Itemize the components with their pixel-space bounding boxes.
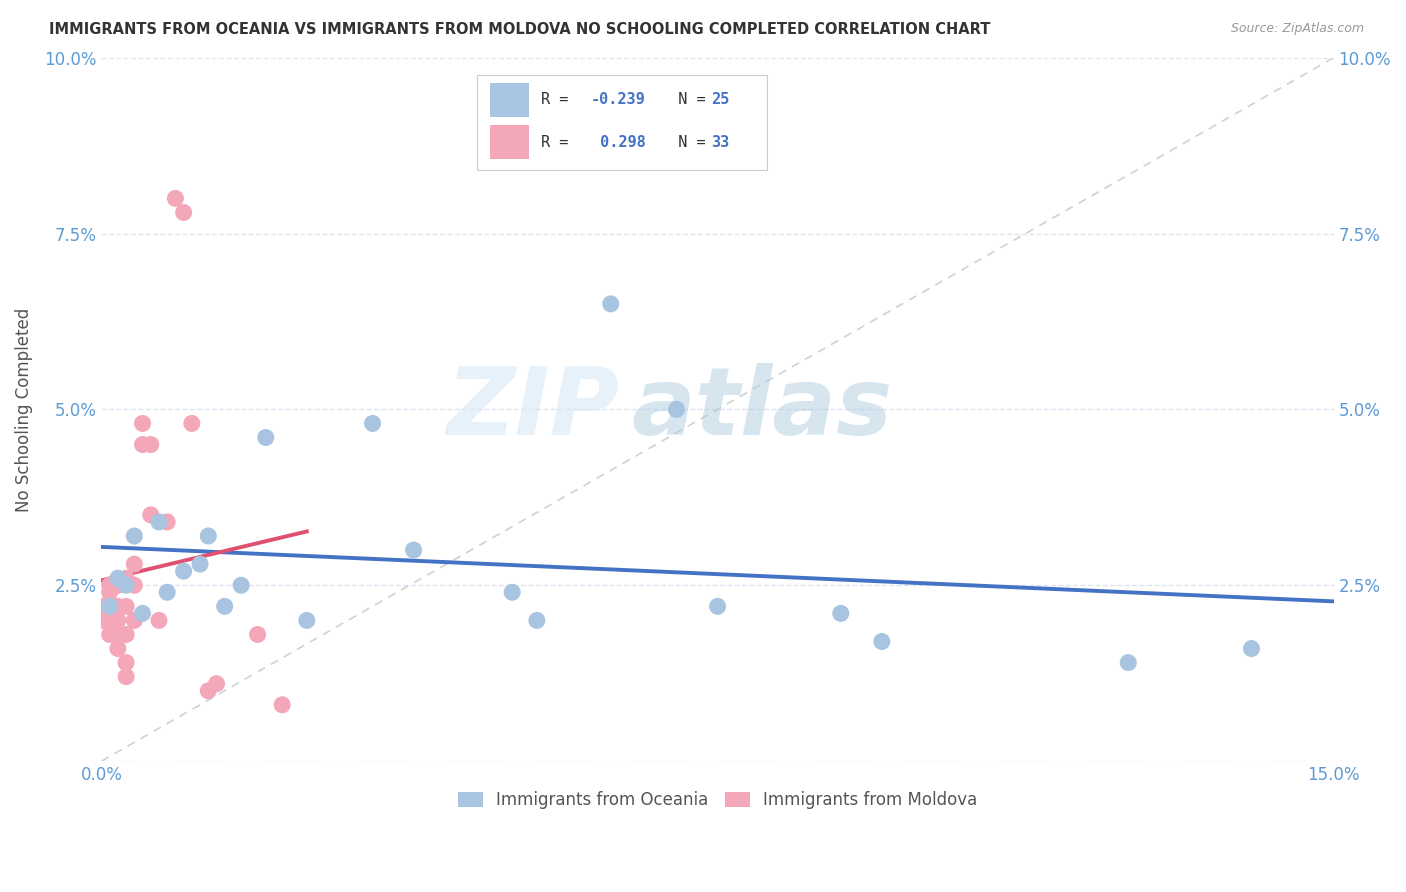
Point: [188, 557, 211, 571]
Point: [246, 627, 269, 641]
Point: [173, 205, 195, 219]
Point: [197, 529, 219, 543]
Point: [148, 515, 170, 529]
Text: 0.298: 0.298: [591, 135, 645, 150]
Point: [124, 529, 146, 543]
Text: R =: R =: [541, 135, 586, 150]
Point: [115, 599, 138, 614]
Point: [131, 417, 153, 431]
Point: [205, 676, 228, 690]
Point: [1116, 656, 1139, 670]
Point: [90, 614, 112, 628]
Point: [870, 634, 893, 648]
Point: [98, 599, 121, 614]
Point: [229, 578, 252, 592]
Text: R =: R =: [541, 93, 578, 107]
Point: [98, 599, 121, 614]
Point: [115, 670, 138, 684]
Point: [107, 571, 129, 585]
Point: [706, 599, 728, 614]
Point: [156, 515, 179, 529]
FancyBboxPatch shape: [477, 75, 766, 170]
Point: [271, 698, 294, 712]
Text: IMMIGRANTS FROM OCEANIA VS IMMIGRANTS FROM MOLDOVA NO SCHOOLING COMPLETED CORREL: IMMIGRANTS FROM OCEANIA VS IMMIGRANTS FR…: [49, 22, 991, 37]
Point: [165, 191, 187, 205]
Text: N =: N =: [659, 135, 714, 150]
Point: [665, 402, 688, 417]
Text: ZIP: ZIP: [446, 363, 619, 456]
Point: [124, 578, 146, 592]
FancyBboxPatch shape: [489, 125, 529, 159]
Point: [156, 585, 179, 599]
Point: [214, 599, 236, 614]
Point: [98, 578, 121, 592]
Point: [254, 430, 277, 444]
Point: [361, 417, 384, 431]
Text: N =: N =: [659, 93, 714, 107]
Point: [124, 614, 146, 628]
Point: [197, 683, 219, 698]
Text: -0.239: -0.239: [591, 93, 645, 107]
Point: [107, 641, 129, 656]
Point: [115, 571, 138, 585]
Point: [107, 614, 129, 628]
Point: [148, 614, 170, 628]
Point: [180, 417, 202, 431]
Point: [98, 585, 121, 599]
Point: [107, 627, 129, 641]
Point: [115, 656, 138, 670]
Y-axis label: No Schooling Completed: No Schooling Completed: [15, 307, 32, 511]
Point: [107, 599, 129, 614]
Point: [98, 627, 121, 641]
Text: 33: 33: [711, 135, 730, 150]
Legend: Immigrants from Oceania, Immigrants from Moldova: Immigrants from Oceania, Immigrants from…: [451, 785, 984, 816]
Point: [124, 557, 146, 571]
Point: [107, 578, 129, 592]
Point: [526, 614, 548, 628]
Point: [830, 607, 852, 621]
Point: [1240, 641, 1263, 656]
Point: [139, 508, 162, 522]
Point: [139, 437, 162, 451]
Point: [501, 585, 523, 599]
Text: Source: ZipAtlas.com: Source: ZipAtlas.com: [1230, 22, 1364, 36]
Text: atlas: atlas: [631, 363, 893, 456]
FancyBboxPatch shape: [489, 83, 529, 117]
Point: [599, 297, 621, 311]
Point: [115, 578, 138, 592]
Point: [98, 614, 121, 628]
Point: [115, 627, 138, 641]
Point: [173, 564, 195, 578]
Point: [131, 437, 153, 451]
Point: [295, 614, 318, 628]
Point: [402, 543, 425, 558]
Point: [131, 607, 153, 621]
Text: 25: 25: [711, 93, 730, 107]
Point: [90, 599, 112, 614]
